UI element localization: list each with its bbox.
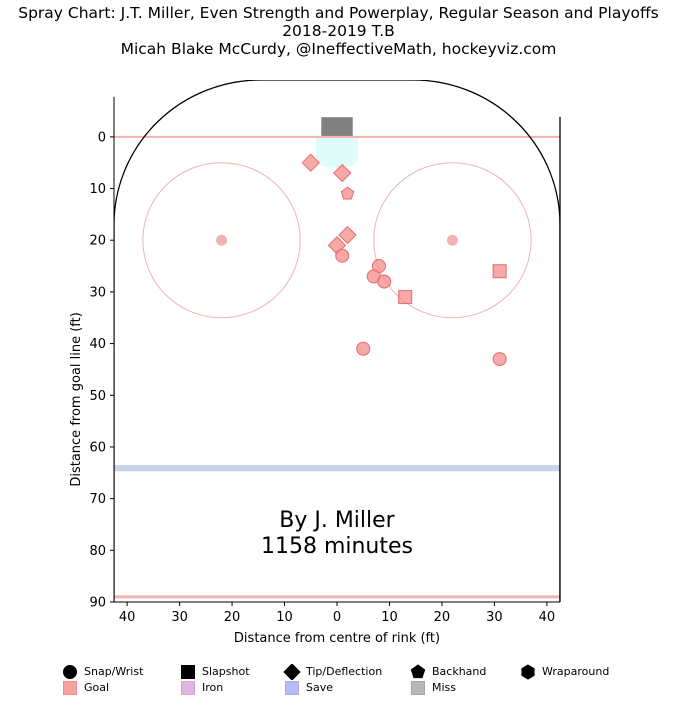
- chart-title: Spray Chart: J.T. Miller, Even Strength …: [18, 4, 659, 22]
- title-block: Spray Chart: J.T. Miller, Even Strength …: [0, 4, 677, 58]
- pentagon-icon: [410, 664, 426, 679]
- square-icon: [411, 681, 425, 695]
- circle-icon: [63, 665, 77, 679]
- shot-point: [492, 264, 507, 279]
- x-tick-label: 40: [119, 610, 136, 625]
- x-tick-label: 10: [276, 610, 293, 625]
- faceoff-circle: [373, 162, 532, 319]
- legend-label: Wraparound: [542, 665, 610, 678]
- x-tick-label: 20: [434, 610, 451, 625]
- boards: [114, 80, 560, 602]
- annotation-player: By J. Miller: [279, 508, 395, 533]
- faceoff-circle: [142, 162, 301, 319]
- y-tick-label: 20: [89, 234, 106, 249]
- spray-chart: 40 30 20 10 0 10 20 30 40 0 10 20 30 40 50 60 70 80 90 Dist…: [69, 80, 561, 646]
- faceoff-dot: [446, 234, 458, 246]
- legend-label: Save: [306, 681, 334, 694]
- legend-label: Snap/Wrist: [84, 665, 144, 678]
- legend-label: Slapshot: [202, 665, 250, 678]
- blue-line: [114, 465, 560, 472]
- y-tick-label: 10: [89, 182, 106, 197]
- x-tick-label: 30: [171, 610, 188, 625]
- shot-point: [398, 290, 413, 305]
- x-tick-label: 10: [381, 610, 398, 625]
- square-icon: [181, 665, 195, 679]
- y-tick-label: 40: [89, 337, 106, 352]
- y-axis-label: Distance from goal line (ft): [69, 312, 84, 486]
- x-axis-label: Distance from centre of rink (ft): [234, 631, 440, 646]
- axes: 40 30 20 10 0 10 20 30 40 0 10 20 30 40 50 60 70 80 90 Dist…: [69, 96, 561, 646]
- legend-label: Iron: [202, 681, 224, 694]
- y-tick-label: 60: [89, 440, 106, 455]
- x-tick-label: 0: [333, 610, 341, 625]
- shot-point: [335, 248, 350, 263]
- square-icon: [181, 681, 195, 695]
- shot-point: [338, 225, 357, 245]
- net: [321, 117, 353, 137]
- shot-point: [333, 163, 352, 183]
- y-tick-label: 30: [89, 285, 106, 300]
- annotation-minutes: 1158 minutes: [261, 534, 413, 559]
- chart-subtitle: 2018-2019 T.B: [282, 22, 395, 40]
- y-tick-label: 90: [89, 596, 106, 611]
- shot-point: [340, 186, 355, 200]
- legend-label: Backhand: [432, 665, 487, 678]
- x-tick-label: 30: [486, 610, 503, 625]
- y-tick-label: 70: [89, 492, 106, 507]
- goal-crease: [316, 136, 358, 168]
- y-tick-label: 80: [89, 544, 106, 559]
- x-tick-label: 20: [224, 610, 241, 625]
- hexagon-icon: [521, 664, 535, 680]
- y-tick-label: 50: [89, 389, 106, 404]
- legend-label: Miss: [432, 681, 457, 694]
- shot-point: [356, 341, 371, 356]
- diamond-icon: [283, 664, 301, 680]
- chart-credit: Micah Blake McCurdy, @IneffectiveMath, h…: [120, 40, 557, 58]
- y-tick-label: 0: [98, 130, 106, 145]
- square-icon: [63, 681, 77, 695]
- rink-layer: [114, 80, 560, 602]
- legend: Snap/Wrist Slapshot Tip/Deflection Backhand…: [60, 664, 660, 700]
- square-icon: [285, 681, 299, 695]
- legend-label: Goal: [84, 681, 110, 694]
- x-tick-label: 40: [539, 610, 556, 625]
- legend-label: Tip/Deflection: [306, 665, 383, 678]
- shot-point: [301, 153, 320, 172]
- faceoff-dot: [216, 234, 228, 246]
- shot-points: [301, 153, 507, 367]
- shot-point: [492, 352, 507, 367]
- shot-point: [377, 274, 392, 289]
